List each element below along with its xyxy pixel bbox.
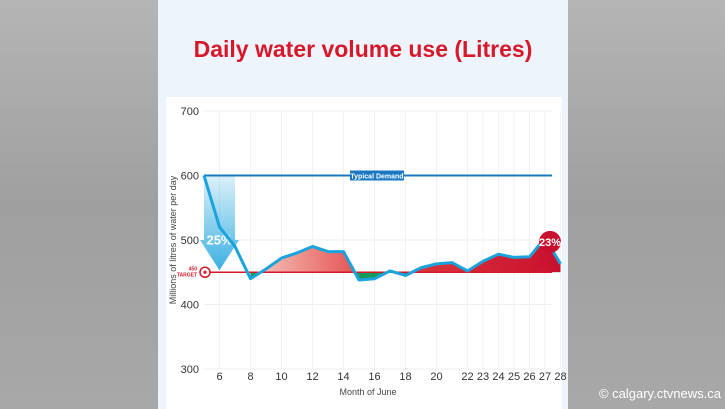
y-tick-label: 400 [181,300,199,312]
x-tick-label: 6 [216,371,222,383]
background-right [568,0,725,409]
x-tick-label: 27 [539,371,551,383]
background-left [0,0,158,409]
chart-card: Daily water volume use (Litres) [158,0,568,409]
annotation-23-badge [539,230,561,253]
target-label: TARGET [177,272,197,278]
typical-demand-label: Typical Demand [350,174,403,181]
area-below-target [250,272,561,280]
x-tick-label: 26 [523,371,535,383]
x-tick-label: 25 [508,371,520,383]
typical-demand-label-bg [350,170,404,181]
x-tick-label: 8 [247,371,253,383]
area-above-target [250,238,561,273]
x-tick-label: 24 [492,371,504,383]
target-label: 450 [189,266,198,272]
x-tick-label: 14 [337,371,349,383]
watermark: © calgary.ctvnews.ca [598,386,721,401]
y-tick-label: 300 [181,364,199,376]
x-tick-label: 20 [430,371,442,383]
x-tick-label: 18 [399,371,411,383]
y-tick-label: 600 [181,171,199,183]
x-axis-label: Month of June [339,387,396,397]
y-tick-label: 700 [181,106,199,118]
x-tick-label: 16 [368,371,380,383]
target-icon-dot [203,270,207,274]
x-tick-label: 10 [275,371,287,383]
y-axis-label: Millions of litres of water per day [168,175,178,304]
series-line [202,175,562,282]
chart-title: Daily water volume use (Litres) [193,36,533,62]
y-tick-label: 500 [181,235,199,247]
x-tick-label: 28 [554,371,566,383]
annotation-23: 23% [539,237,561,249]
x-tick-label: 22 [461,371,473,383]
x-tick-label: 12 [306,371,318,383]
x-tick-label: 23 [477,371,489,383]
